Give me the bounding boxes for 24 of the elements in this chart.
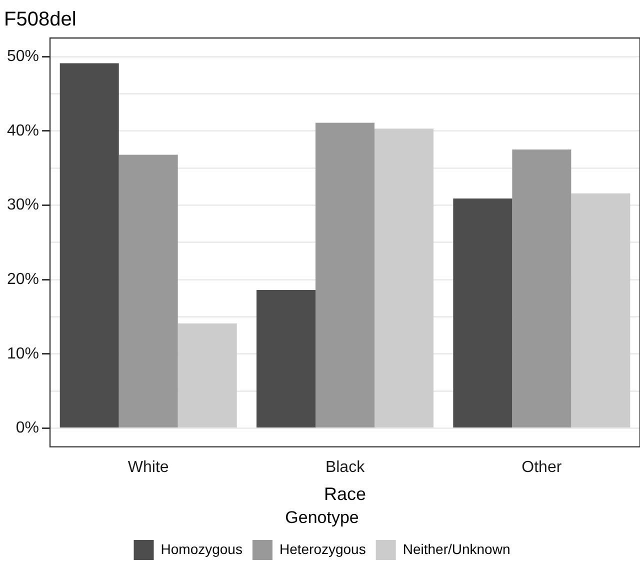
y-tick-label: 0% <box>16 420 40 437</box>
y-tick-label: 10% <box>6 345 40 362</box>
bar <box>178 323 237 428</box>
bar <box>256 290 316 428</box>
x-tick-label: White <box>128 458 169 476</box>
legend-label: Homozygous <box>160 540 242 557</box>
x-tick-label: Other <box>522 458 562 476</box>
y-tick-label: 40% <box>6 122 40 140</box>
bar <box>453 198 512 428</box>
x-axis-title: Race <box>324 484 366 504</box>
chart-title: F508del <box>4 8 76 31</box>
bar <box>60 63 119 428</box>
bar <box>118 154 178 428</box>
y-tick-label: 30% <box>6 196 40 214</box>
bar <box>571 193 630 428</box>
y-tick-label: 50% <box>6 48 40 65</box>
bar <box>512 149 572 428</box>
x-tick-label: Black <box>325 458 366 476</box>
legend-label: Neither/Unknown <box>402 540 510 557</box>
legend-title: Genotype <box>285 508 359 527</box>
y-tick-label: 20% <box>6 270 40 288</box>
legend-label: Heterozygous <box>279 540 366 557</box>
bar <box>374 128 434 428</box>
bar <box>316 122 375 428</box>
